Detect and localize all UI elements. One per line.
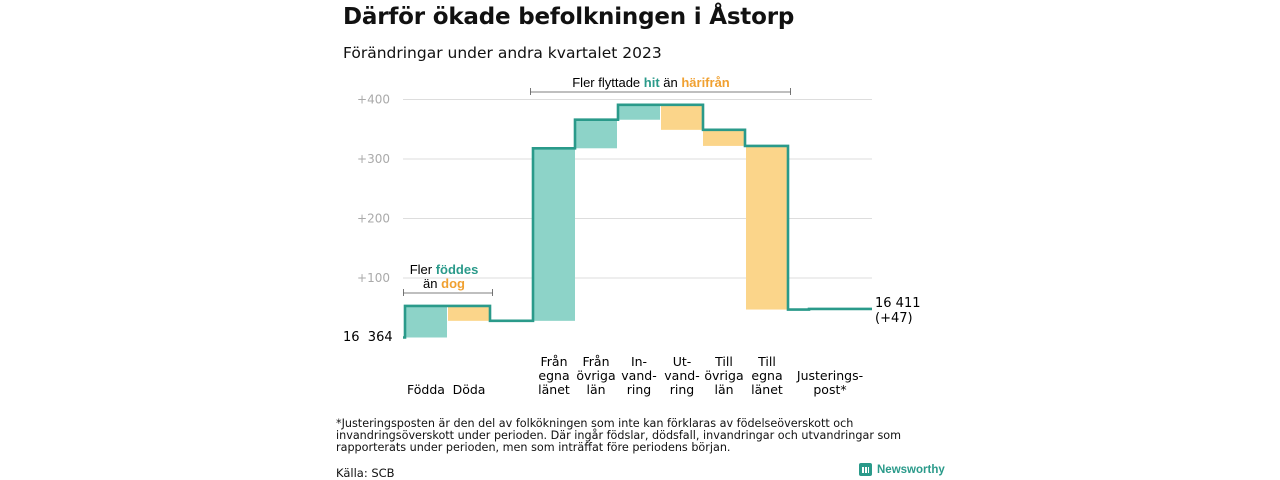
y-tick-label: +100	[357, 271, 390, 285]
x-tick-label: länet	[538, 382, 570, 397]
brand: Newsworthy	[859, 463, 945, 476]
cumulative-step-line	[403, 103, 872, 339]
bar-1	[448, 305, 490, 321]
y-axis-labels: +100 +200 +300 +400	[357, 93, 390, 286]
x-tick-label: Till	[714, 354, 733, 369]
y-tick-label: +200	[357, 212, 390, 226]
x-tick-label: ring	[627, 382, 651, 397]
bar-2	[533, 148, 575, 321]
x-tick-label: Födda	[407, 382, 445, 397]
bar-7	[746, 145, 788, 310]
x-tick-label: Justerings-	[796, 368, 863, 383]
bars	[405, 104, 788, 338]
x-tick-label: egna	[751, 368, 782, 383]
x-tick-label: vand-	[664, 368, 699, 383]
x-tick-label: övriga	[704, 368, 743, 383]
x-tick-label: Ut-	[673, 354, 692, 369]
x-tick-label: länet	[751, 382, 783, 397]
brand-name: Newsworthy	[877, 463, 945, 476]
bar-6	[703, 129, 745, 146]
x-tick-label: Från	[582, 354, 609, 369]
births-annotation-line1: Fler föddes	[410, 262, 479, 277]
y-tick-label: +400	[357, 93, 390, 107]
bar-0	[405, 305, 447, 338]
waterfall-chart: +100+200+300+400 Födda DödaFrånegnalänetF…	[343, 75, 921, 397]
x-tick-label: Från	[540, 354, 567, 369]
end-change-label: (+47)	[875, 311, 913, 326]
births-bracket	[403, 289, 493, 296]
chart-subtitle: Förändringar under andra kvartalet 2023	[343, 44, 662, 62]
migration-bracket	[530, 88, 791, 95]
end-value-label: 16 411	[875, 296, 921, 311]
x-tick-label: övriga	[576, 368, 615, 383]
migration-annotation: Fler flyttade hit än härifrån	[530, 75, 791, 95]
x-tick-label: egna	[538, 368, 569, 383]
grid-lines	[403, 99, 872, 279]
y-tick-label: +300	[357, 152, 390, 166]
x-tick-label: In-	[631, 354, 647, 369]
bar-3	[575, 119, 617, 149]
chart-title: Därför ökade befolkningen i Åstorp	[343, 4, 795, 30]
x-tick-label: ring	[670, 382, 694, 397]
x-axis-labels: Födda DödaFrånegnalänetFrånövrigalänIn-va…	[407, 354, 863, 397]
x-tick-label: län	[714, 382, 733, 397]
x-tick-label: vand-	[621, 368, 656, 383]
start-value-label: 16 364	[343, 330, 393, 345]
births-annotation-line2: än dog	[423, 276, 465, 291]
bar-4	[618, 104, 660, 120]
newsworthy-logo-icon	[859, 463, 872, 476]
source-label: Källa: SCB	[336, 466, 395, 480]
x-tick-label: Till	[757, 354, 776, 369]
step-line	[403, 103, 872, 339]
x-tick-label: län	[586, 382, 605, 397]
footnote: *Justeringsposten är den del av folkökni…	[336, 417, 902, 454]
x-tick-label: Döda	[453, 382, 486, 397]
births-annotation: Fler föddes än dog	[403, 262, 493, 296]
bar-5	[661, 104, 703, 130]
x-tick-label: post*	[813, 382, 846, 397]
migration-annotation-text: Fler flyttade hit än härifrån	[572, 75, 730, 90]
